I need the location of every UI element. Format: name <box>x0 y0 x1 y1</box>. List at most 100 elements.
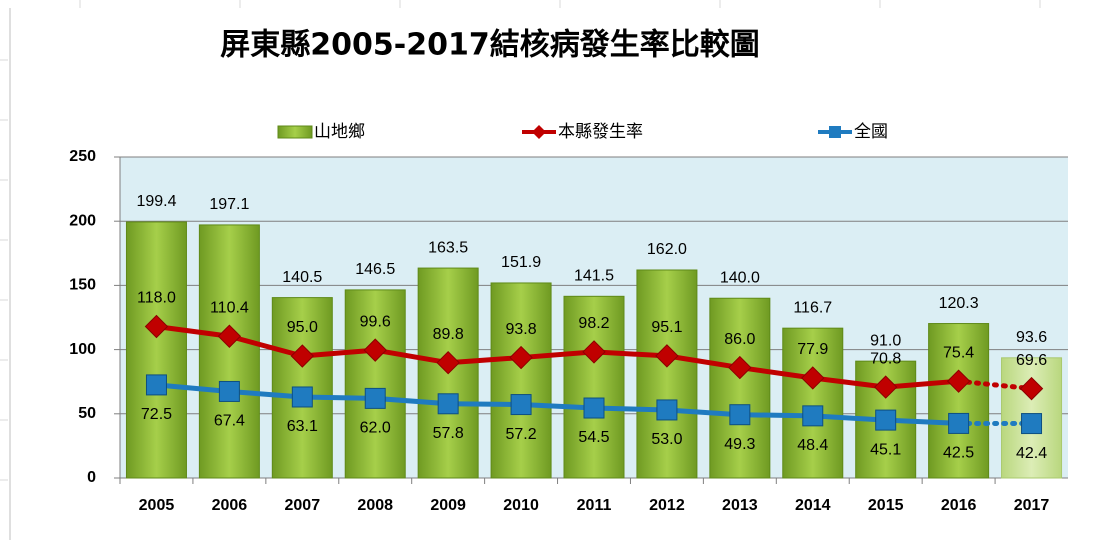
marker <box>873 375 898 399</box>
bar <box>198 224 260 479</box>
bar-value-label: 91.0 <box>870 332 901 349</box>
bar-value-label: 140.5 <box>282 269 322 286</box>
y-tick-label: 150 <box>69 277 96 294</box>
line-value-label: 49.3 <box>724 436 755 453</box>
line-value-label: 98.2 <box>578 315 609 332</box>
x-tick-label: 2011 <box>577 497 612 514</box>
line-value-label: 62.0 <box>360 420 391 437</box>
x-tick-label: 2013 <box>722 497 758 514</box>
y-tick-label: 200 <box>69 212 96 229</box>
marker <box>217 324 242 348</box>
line-value-label: 70.8 <box>870 350 901 367</box>
legend-label: 本縣發生率 <box>558 122 643 142</box>
line-value-label: 53.0 <box>651 431 682 448</box>
bar <box>344 289 406 479</box>
line-value-label: 69.6 <box>1016 352 1047 369</box>
line-value-label: 63.1 <box>287 418 318 435</box>
line-value-label: 67.4 <box>214 413 245 430</box>
marker <box>509 345 533 370</box>
bar <box>490 282 552 479</box>
x-tick-label: 2008 <box>357 497 393 514</box>
marker <box>875 409 897 431</box>
y-tick-label: 100 <box>69 341 96 358</box>
line <box>156 382 959 426</box>
x-tick-label: 2005 <box>139 497 175 514</box>
marker <box>583 397 605 419</box>
y-tick-label: 0 <box>87 469 96 486</box>
line-value-label: 89.8 <box>433 326 464 343</box>
bar-value-label: 141.5 <box>574 268 614 285</box>
legend-label: 山地鄉 <box>314 122 365 142</box>
bar-value-label: 163.5 <box>428 239 468 256</box>
marker <box>948 412 970 434</box>
marker <box>728 355 752 380</box>
line-value-label: 45.1 <box>870 441 901 458</box>
line-value-label: 57.2 <box>506 426 537 443</box>
line-value-label: 95.0 <box>287 319 318 336</box>
line-value-label: 54.5 <box>578 429 609 446</box>
marker <box>802 405 824 427</box>
y-tick-label: 250 <box>69 148 96 165</box>
marker <box>364 387 386 409</box>
marker <box>144 314 169 339</box>
line <box>156 324 959 390</box>
y-tick-label: 50 <box>78 405 96 422</box>
marker <box>436 350 460 375</box>
chart-title: 屏東縣2005-2017結核病發生率比較圖 <box>220 28 759 63</box>
marker <box>291 386 313 408</box>
bar <box>636 269 698 479</box>
marker <box>1021 413 1043 435</box>
legend-label: 全國 <box>854 122 888 142</box>
bar <box>563 295 625 479</box>
bar <box>928 323 990 479</box>
line-value-label: 75.4 <box>943 344 974 361</box>
x-tick-label: 2010 <box>503 497 539 514</box>
line-value-label: 110.4 <box>210 299 249 316</box>
sheet-grid <box>0 0 1041 540</box>
legend-swatch <box>277 125 313 139</box>
marker <box>363 338 387 362</box>
x-tick-label: 2006 <box>212 497 248 514</box>
line-value-label: 57.8 <box>433 425 464 442</box>
x-tick-label: 2017 <box>1014 497 1050 514</box>
line-value-label: 99.6 <box>360 313 391 330</box>
line-value-label: 42.5 <box>943 445 974 462</box>
bar <box>125 221 187 479</box>
bar-value-label: 151.9 <box>501 254 541 271</box>
line-dotted-segment <box>956 378 1035 392</box>
line-value-label: 72.5 <box>141 406 172 423</box>
x-tick-label: 2007 <box>285 497 321 514</box>
marker <box>946 369 971 393</box>
line-value-label: 95.1 <box>651 319 682 336</box>
x-tick-label: 2016 <box>941 497 977 514</box>
legend-marker <box>532 125 546 139</box>
marker <box>729 404 751 426</box>
bar-value-label: 197.1 <box>209 196 249 213</box>
line-value-label: 48.4 <box>797 437 828 454</box>
x-tick-label: 2014 <box>795 497 831 514</box>
bar <box>782 327 844 479</box>
marker <box>510 394 532 416</box>
marker <box>290 344 315 368</box>
bar-value-label: 116.7 <box>793 299 832 316</box>
marker <box>437 393 459 415</box>
bar-value-label: 199.4 <box>136 193 176 210</box>
line-value-label: 77.9 <box>797 341 828 358</box>
bar-value-label: 162.0 <box>647 241 687 258</box>
line-value-label: 93.8 <box>506 321 537 338</box>
x-tick-label: 2012 <box>649 497 685 514</box>
line-value-label: 86.0 <box>724 331 755 348</box>
line-value-label: 118.0 <box>137 290 176 307</box>
marker <box>145 374 167 396</box>
bar-value-label: 93.6 <box>1016 329 1047 346</box>
bar <box>709 297 771 479</box>
marker <box>1019 376 1044 401</box>
x-tick-label: 2015 <box>868 497 904 514</box>
line-value-label: 42.4 <box>1016 445 1047 462</box>
bar-value-label: 140.0 <box>720 269 760 286</box>
marker <box>582 340 606 364</box>
bar-value-label: 120.3 <box>939 295 979 312</box>
marker <box>218 380 240 402</box>
